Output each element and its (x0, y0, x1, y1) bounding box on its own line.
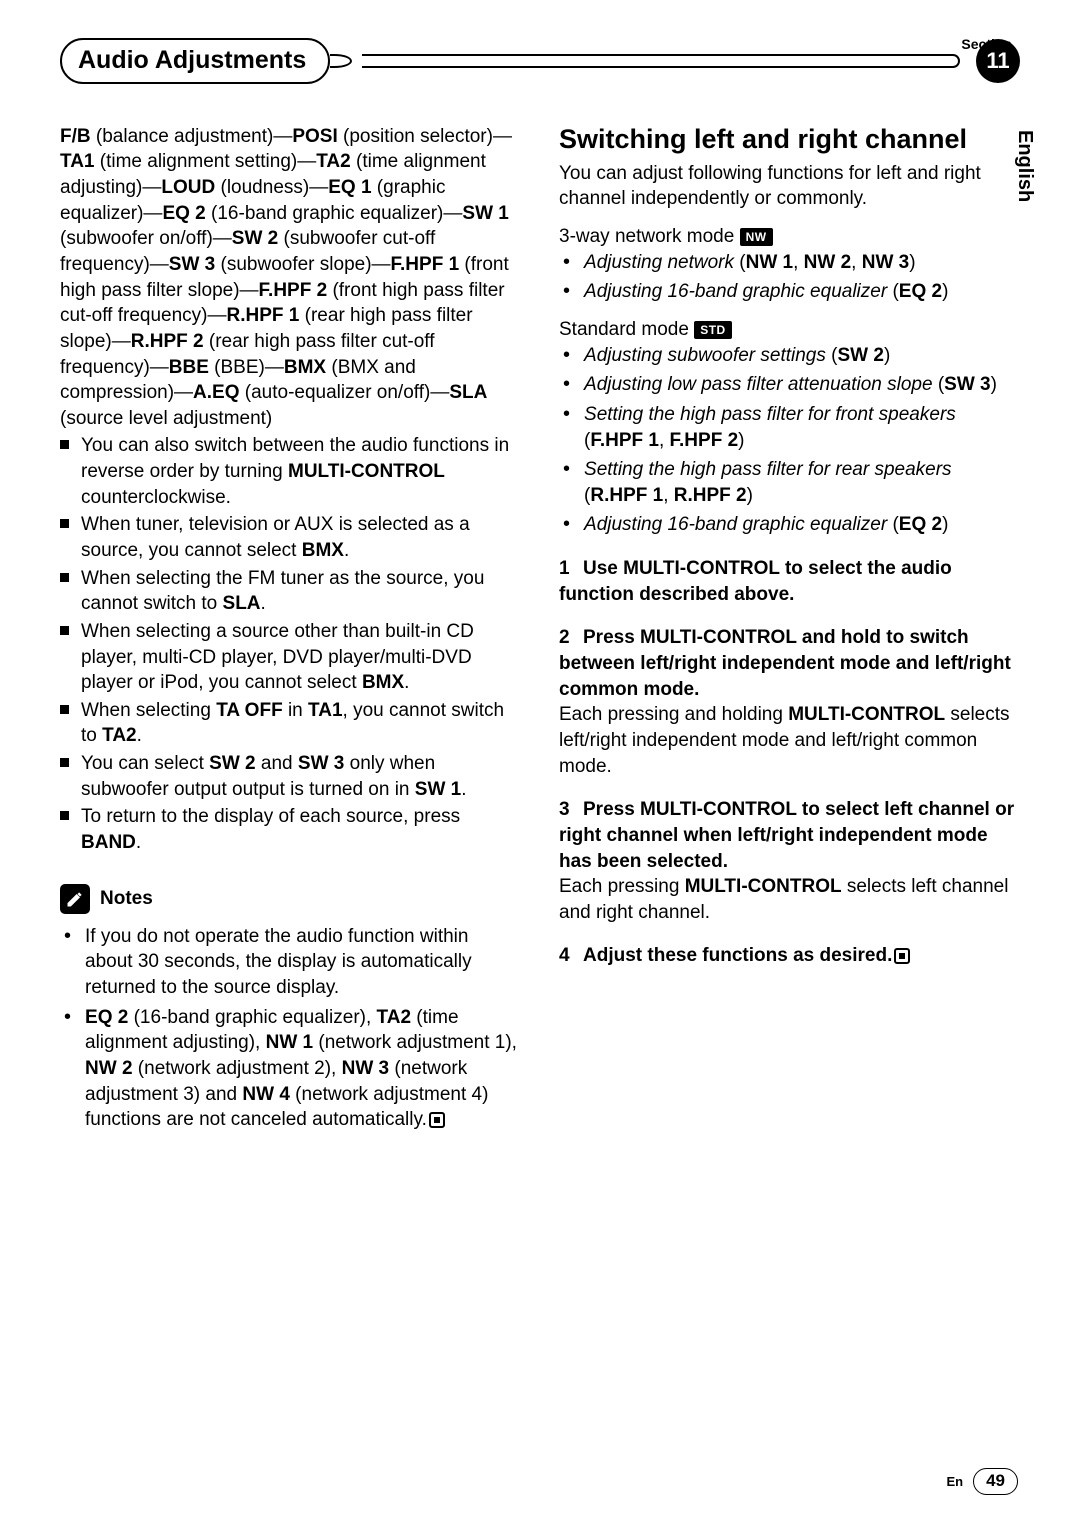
list-item: Adjusting 16-band graphic equalizer (EQ … (559, 512, 1020, 538)
list-item: To return to the display of each source,… (60, 804, 521, 855)
square-bullet-icon (60, 626, 69, 635)
notes-list: If you do not operate the audio function… (60, 924, 521, 1133)
pencil-icon (60, 884, 90, 914)
header-divider (362, 54, 960, 68)
mode-label: Standard mode STD (559, 317, 1020, 343)
list-item: Adjusting network (NW 1, NW 2, NW 3) (559, 250, 1020, 276)
mode-label: 3-way network mode NW (559, 224, 1020, 250)
list-item-text: You can select SW 2 and SW 3 only when s… (81, 751, 521, 802)
list-item: Adjusting low pass filter attenuation sl… (559, 372, 1020, 398)
square-bullet-icon (60, 758, 69, 767)
list-item-text: When tuner, television or AUX is selecte… (81, 512, 521, 563)
list-item: If you do not operate the audio function… (60, 924, 521, 1001)
list-item: Setting the high pass filter for rear sp… (559, 457, 1020, 508)
left-column: F/B (balance adjustment)—POSI (position … (60, 124, 521, 1137)
list-item: EQ 2 (16-band graphic equalizer), TA2 (t… (60, 1005, 521, 1133)
list-item: When selecting TA OFF in TA1, you cannot… (60, 698, 521, 749)
mode2-list: Adjusting subwoofer settings (SW 2) Adjus… (559, 343, 1020, 538)
list-item-text: To return to the display of each source,… (81, 804, 521, 855)
square-bullet-icon (60, 440, 69, 449)
footer-lang: En (946, 1473, 963, 1491)
list-item-text: When selecting TA OFF in TA1, you cannot… (81, 698, 521, 749)
page-number: 49 (973, 1468, 1018, 1495)
end-mark-icon (429, 1112, 445, 1128)
steps: 1Use MULTI-CONTROL to select the audio f… (559, 556, 1020, 969)
intro-text: You can adjust following functions for l… (559, 161, 1020, 212)
page-title: Audio Adjustments (60, 38, 330, 84)
list-item: Adjusting subwoofer settings (SW 2) (559, 343, 1020, 369)
header-divider (330, 54, 352, 68)
square-bullet-list: You can also switch between the audio fu… (60, 433, 521, 855)
notes-title: Notes (100, 886, 153, 912)
step: 4Adjust these functions as desired. (559, 943, 1020, 969)
step: 3Press MULTI-CONTROL to select left chan… (559, 797, 1020, 925)
section-heading: Switching left and right channel (559, 124, 1020, 155)
list-item-text: When selecting the FM tuner as the sourc… (81, 566, 521, 617)
list-item: You can select SW 2 and SW 3 only when s… (60, 751, 521, 802)
list-item: Adjusting 16-band graphic equalizer (EQ … (559, 279, 1020, 305)
content-columns: F/B (balance adjustment)—POSI (position … (60, 124, 1020, 1137)
list-item: When tuner, television or AUX is selecte… (60, 512, 521, 563)
list-item-text: When selecting a source other than built… (81, 619, 521, 696)
square-bullet-icon (60, 811, 69, 820)
language-tab: English (1011, 130, 1038, 202)
std-badge: STD (694, 321, 732, 339)
list-item: When selecting the FM tuner as the sourc… (60, 566, 521, 617)
page-header: Audio Adjustments 11 (60, 38, 1020, 84)
mode1-list: Adjusting network (NW 1, NW 2, NW 3) Adju… (559, 250, 1020, 305)
notes-heading: Notes (60, 884, 521, 914)
step: 2Press MULTI-CONTROL and hold to switch … (559, 625, 1020, 779)
list-item: Setting the high pass filter for front s… (559, 402, 1020, 453)
list-item-text: You can also switch between the audio fu… (81, 433, 521, 510)
list-item: You can also switch between the audio fu… (60, 433, 521, 510)
square-bullet-icon (60, 573, 69, 582)
square-bullet-icon (60, 705, 69, 714)
right-column: Switching left and right channel You can… (559, 124, 1020, 1137)
page-footer: En 49 (946, 1468, 1018, 1495)
list-item: When selecting a source other than built… (60, 619, 521, 696)
step: 1Use MULTI-CONTROL to select the audio f… (559, 556, 1020, 607)
nw-badge: NW (740, 228, 773, 246)
square-bullet-icon (60, 519, 69, 528)
function-chain: F/B (balance adjustment)—POSI (position … (60, 124, 521, 432)
section-label: Section (961, 35, 1012, 54)
end-mark-icon (894, 948, 910, 964)
